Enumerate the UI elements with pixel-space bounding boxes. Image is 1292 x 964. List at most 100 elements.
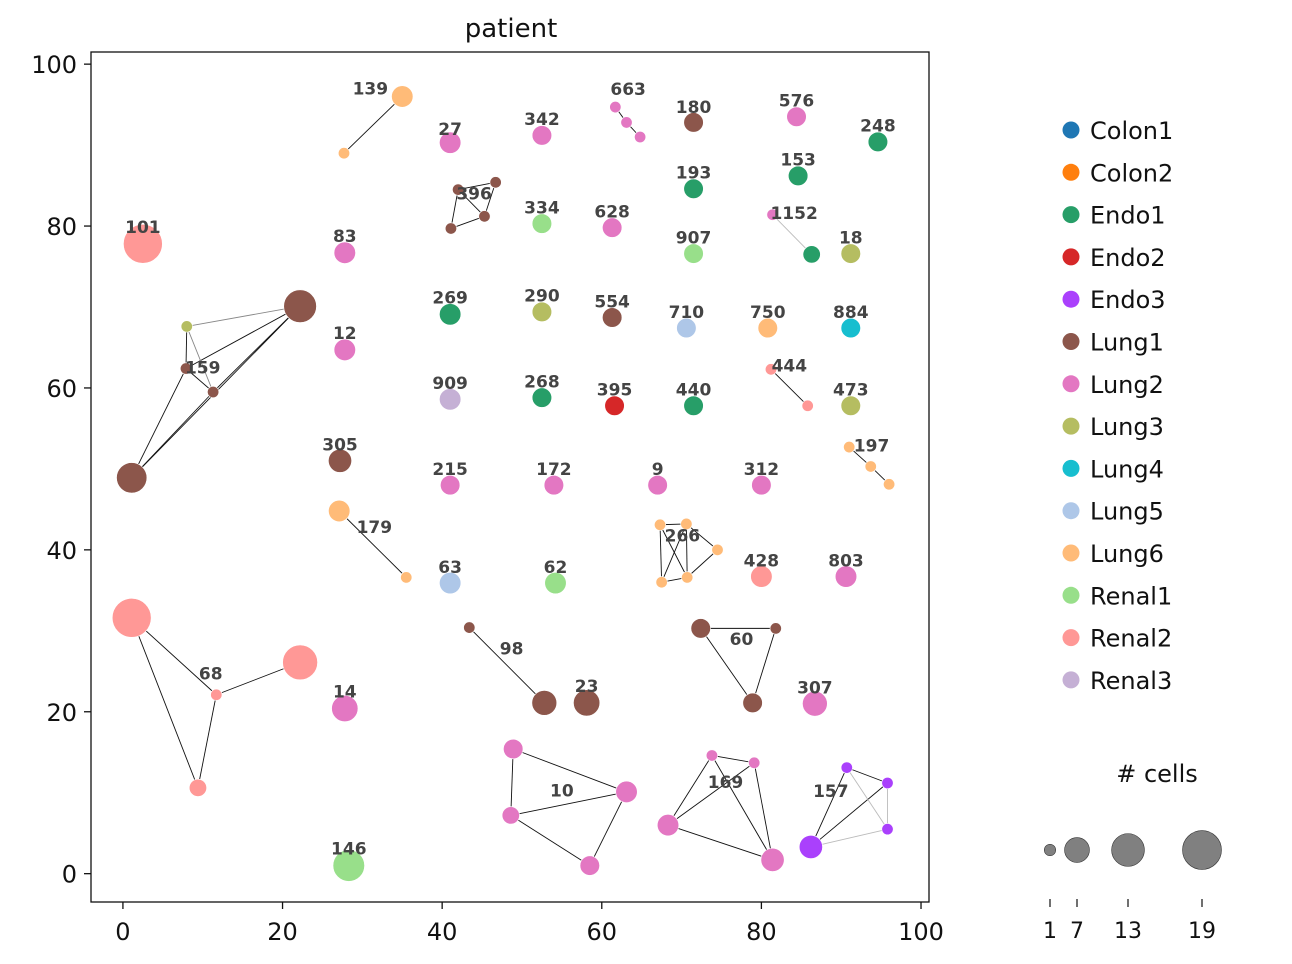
clone-node (331, 695, 359, 723)
clone-label: 803 (828, 551, 864, 571)
clone-label: 312 (744, 460, 780, 480)
clone-label: 83 (333, 227, 357, 247)
clone-node (179, 362, 192, 375)
clone-edge (810, 782, 888, 848)
clone-node (573, 689, 601, 717)
clone-label: 18 (839, 228, 863, 248)
size-legend-marker (1111, 833, 1145, 867)
clone-label: 172 (536, 460, 572, 480)
clone-edge (711, 755, 773, 861)
clone-label: 68 (199, 665, 223, 685)
clone-node (683, 243, 704, 264)
clone-node (769, 622, 782, 635)
clone-node (881, 823, 894, 836)
y-tick-label: 60 (46, 375, 77, 403)
clone-label: 27 (438, 120, 462, 140)
legend-marker (1062, 248, 1080, 266)
clone-node (690, 618, 711, 639)
legend-label: Lung2 (1090, 371, 1164, 399)
clone-edge (185, 305, 301, 369)
clone-edge (468, 627, 545, 704)
clone-label: 268 (524, 372, 560, 392)
legend-marker (1062, 121, 1080, 139)
clone-node (333, 338, 356, 361)
clone-edge (185, 326, 188, 369)
clone-label: 428 (744, 551, 780, 571)
clone-node (742, 692, 763, 713)
clone-node (867, 131, 889, 152)
legend: Colon1 Colon2 Endo1 Endo2 Endo3 Lung1 Lung2 Lun… (1062, 117, 1173, 695)
clone-node (656, 814, 680, 837)
clone-edge (685, 523, 688, 578)
clone-node (683, 112, 704, 133)
clone-node (750, 565, 773, 588)
clone-label: 269 (432, 288, 468, 308)
legend-marker (1062, 290, 1080, 308)
clone-node (452, 183, 465, 196)
clone-node (531, 125, 553, 146)
clone-node (440, 474, 461, 496)
clone-label: 179 (357, 518, 393, 538)
clone-node (881, 776, 894, 789)
clone-edge (458, 181, 496, 191)
clone-edge (513, 748, 627, 793)
legend-label: Renal1 (1090, 582, 1172, 610)
clone-edge (131, 617, 199, 789)
legend-marker (1062, 375, 1080, 393)
clone-edge (686, 523, 718, 551)
clone-label: 395 (597, 381, 633, 401)
clone-node (834, 565, 858, 588)
clone-node (400, 571, 413, 584)
clone-label: 907 (676, 228, 712, 248)
legend-label: Renal2 (1090, 625, 1172, 653)
clone-node (579, 855, 600, 876)
legend-label: Colon1 (1090, 117, 1173, 145)
legend-marker (1062, 629, 1080, 647)
clone-node (439, 388, 462, 411)
clone-label: 14 (333, 683, 357, 703)
clone-node (798, 835, 823, 859)
clone-label: 266 (665, 526, 701, 546)
clone-label: 334 (524, 198, 560, 218)
clone-node (802, 245, 821, 264)
clone-node (602, 307, 623, 328)
clone-node (683, 178, 704, 199)
clone-node (188, 778, 207, 797)
clone-edge (752, 628, 777, 703)
clone-edge (131, 368, 187, 479)
clone-node (478, 210, 491, 223)
clone-node (760, 847, 785, 872)
clone-edge (667, 762, 755, 826)
clone-label: 63 (438, 558, 462, 578)
clone-node (609, 101, 622, 114)
clone-node (332, 849, 365, 882)
clone-node (802, 690, 828, 717)
clone-node (210, 688, 223, 701)
clone-edge (661, 523, 687, 583)
clone-edge (686, 549, 718, 578)
size-legend-marker (1182, 830, 1222, 870)
clone-label: 146 (331, 840, 367, 860)
legend-marker (1062, 206, 1080, 224)
clone-node (463, 621, 476, 634)
clone-node (531, 690, 558, 716)
clone-node (602, 217, 623, 238)
clone-node (283, 289, 317, 323)
clone-edge (338, 510, 407, 578)
clone-node (531, 213, 553, 234)
clone-node (654, 518, 667, 531)
size-legend-label: 13 (1114, 919, 1142, 944)
clone-edge (131, 391, 214, 479)
y-tick-label: 80 (46, 213, 77, 241)
clone-edge (753, 762, 774, 860)
clone-label: 884 (833, 303, 869, 323)
clone-node (676, 317, 697, 339)
clone-node (766, 208, 779, 221)
legend-label: Endo2 (1090, 244, 1166, 272)
legend-marker (1062, 333, 1080, 350)
clone-node (439, 303, 462, 326)
clone-node (501, 806, 520, 825)
clone-edge (457, 189, 485, 217)
clone-edge (810, 767, 848, 848)
clone-node (207, 385, 220, 398)
